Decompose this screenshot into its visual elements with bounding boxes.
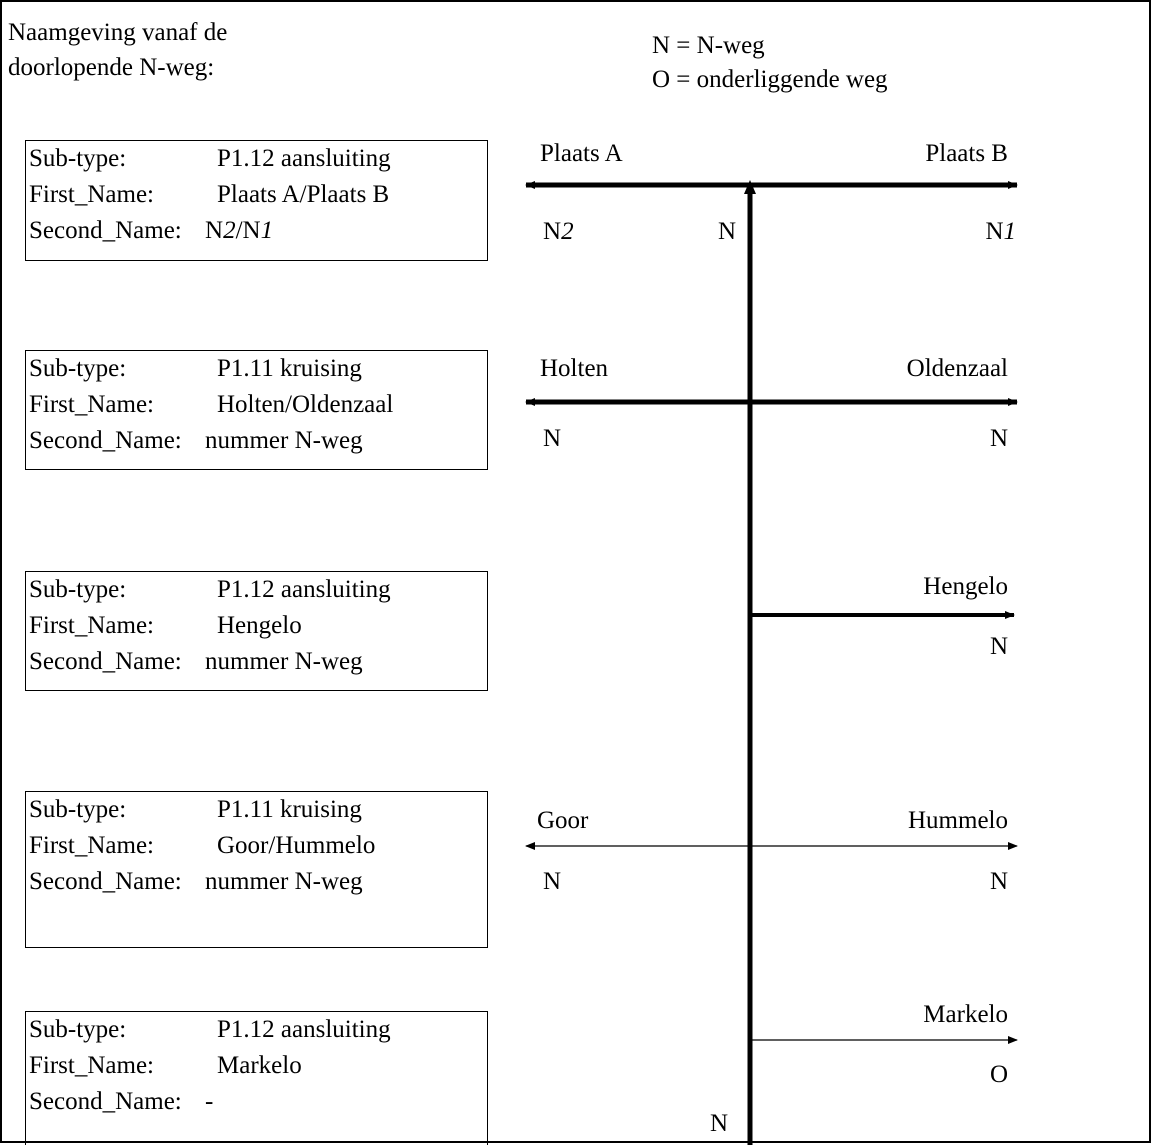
first-name-row: First_Name: Hengelo — [29, 612, 302, 639]
second-name-row: Second_Name: nummer N-weg — [29, 868, 363, 895]
sub-type-row: Sub-type: P1.12 aansluiting — [29, 145, 391, 172]
road-number-left: N2 — [543, 218, 574, 245]
info-box: Sub-type: P1.12 aansluiting First_Name: Ma… — [25, 1011, 488, 1145]
info-box: Sub-type: P1.12 aansluiting First_Name: Pl… — [25, 140, 488, 261]
place-holten: Holten — [540, 355, 609, 382]
legend-n: N = N-weg — [652, 32, 765, 59]
first-name-row: First_Name: Markelo — [29, 1052, 302, 1079]
road-number-left: N — [543, 868, 562, 895]
second-name-row: Second_Name: nummer N-weg — [29, 427, 363, 454]
heading-line-1: Naamgeving vanaf de — [8, 19, 228, 46]
road-number-right: O — [989, 1061, 1008, 1088]
road-number-left: N — [543, 425, 562, 452]
road-number-right: N — [989, 425, 1008, 452]
sub-type-row: Sub-type: P1.11 kruising — [29, 355, 362, 382]
sub-type-row: Sub-type: P1.11 kruising — [29, 796, 362, 823]
second-name-row: Second_Name: nummer N-weg — [29, 648, 363, 675]
sub-type-row: Sub-type: P1.12 aansluiting — [29, 1016, 391, 1043]
second-name-row: Second_Name: - — [29, 1088, 214, 1115]
place-plaats-b: Plaats B — [925, 140, 1008, 167]
second-name-row: Second_Name: N2/N1 — [29, 217, 274, 244]
place-goor: Goor — [537, 807, 589, 834]
road-number-main-bottom: N — [710, 1110, 729, 1137]
info-box: Sub-type: P1.11 kruising First_Name: Holte… — [25, 350, 488, 470]
road-number-right: N — [989, 868, 1008, 895]
info-box: Sub-type: P1.12 aansluiting First_Name: He… — [25, 571, 488, 691]
place-hengelo: Hengelo — [923, 573, 1008, 600]
road-number-right: N1 — [985, 218, 1016, 245]
place-markelo: Markelo — [923, 1001, 1008, 1028]
first-name-row: First_Name: Plaats A/Plaats B — [29, 181, 390, 208]
place-plaats-a: Plaats A — [540, 140, 623, 167]
first-name-row: First_Name: Holten/Oldenzaal — [29, 391, 394, 418]
sub-type-row: Sub-type: P1.12 aansluiting — [29, 576, 391, 603]
place-hummelo: Hummelo — [908, 807, 1008, 834]
road-number-right: N — [989, 633, 1008, 660]
place-oldenzaal: Oldenzaal — [906, 355, 1008, 382]
heading-line-2: doorlopende N-weg: — [8, 54, 215, 81]
first-name-row: First_Name: Goor/Hummelo — [29, 832, 376, 859]
info-box: Sub-type: P1.11 kruising First_Name: Goor/… — [25, 791, 488, 948]
legend-o: O = onderliggende weg — [652, 66, 888, 93]
road-number-main: N — [718, 218, 737, 245]
